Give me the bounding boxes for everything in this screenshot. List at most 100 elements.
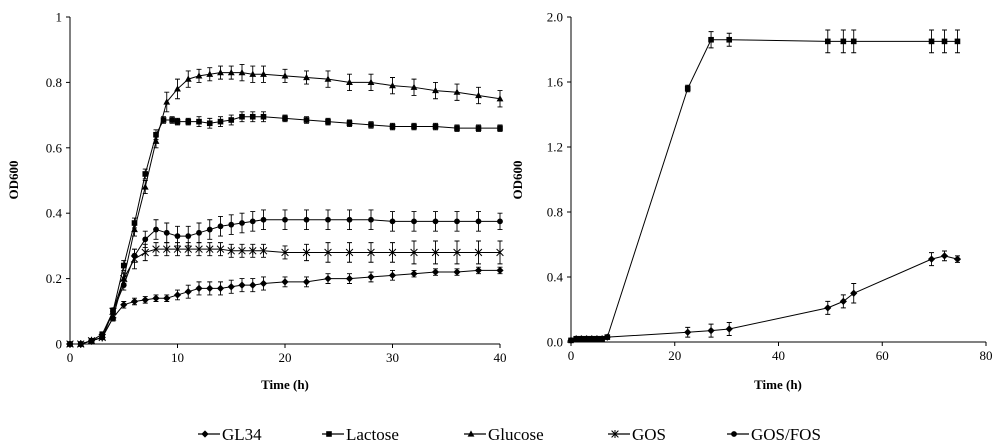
left-point-gos — [345, 248, 354, 257]
left-point-lactose — [432, 123, 439, 130]
left-series-line-gos-fos — [70, 219, 500, 345]
left-point-lactose — [174, 118, 181, 125]
right-point-gl34 — [940, 252, 949, 260]
left-point-glucose — [346, 78, 353, 85]
left-point-lactose — [239, 113, 245, 120]
left-point-gl34 — [173, 291, 182, 299]
left-y-tick-label: 1 — [56, 10, 63, 25]
left-point-gl34 — [163, 294, 171, 302]
left-point-gos — [496, 248, 504, 257]
left-point-glucose — [281, 72, 289, 79]
left-point-gos — [453, 248, 461, 257]
left-point-gl34 — [216, 284, 225, 293]
left-point-lactose — [260, 113, 267, 120]
left-point-gos — [184, 245, 193, 254]
left-x-tick-label: 30 — [386, 350, 399, 365]
legend-item-gl34: GL34 — [198, 425, 262, 444]
right-point-lactose — [941, 38, 948, 45]
right-point-gl34 — [582, 335, 591, 343]
left-point-gos-fos — [325, 216, 331, 223]
left-point-glucose — [303, 73, 310, 81]
left-point-gl34 — [367, 273, 375, 281]
legend-marker-gl34 — [201, 430, 209, 438]
left-point-gos — [205, 245, 214, 254]
right-x-axis-title: Time (h) — [754, 377, 802, 392]
left-y-tick-label: 0.2 — [46, 271, 62, 286]
left-point-gos-fos — [475, 218, 482, 225]
right-y-tick-label: 1.6 — [547, 75, 564, 90]
right-point-gl34 — [824, 304, 832, 312]
left-point-glucose — [206, 70, 214, 77]
legend-item-glucose: Glucose — [464, 425, 544, 444]
left-y-tick-label: 0 — [56, 337, 63, 352]
left-point-gl34 — [453, 268, 461, 276]
left-point-gl34 — [206, 284, 214, 293]
left-point-glucose — [260, 70, 267, 77]
legend-label-gos: GOS — [632, 425, 666, 444]
left-point-gos — [130, 254, 139, 263]
left-point-lactose — [249, 113, 256, 120]
left-y-tick-label: 0.4 — [46, 206, 63, 221]
left-series-gos — [66, 240, 504, 348]
right-point-gl34 — [684, 328, 692, 336]
left-point-gos — [367, 248, 375, 257]
left-point-glucose — [389, 82, 396, 89]
left-point-lactose — [368, 122, 374, 128]
left-point-gos — [388, 248, 397, 257]
right-point-gl34 — [603, 333, 611, 341]
left-x-tick-label: 0 — [67, 350, 74, 365]
left-point-gos-fos — [206, 226, 213, 233]
left-point-gl34 — [238, 281, 246, 289]
right-point-lactose — [928, 38, 935, 45]
left-point-lactose — [217, 118, 224, 125]
left-point-gos — [259, 246, 268, 255]
left-point-lactose — [454, 125, 460, 131]
left-point-gos — [281, 248, 289, 257]
right-point-lactose — [850, 38, 857, 45]
left-y-tick-label: 0.6 — [46, 140, 63, 155]
right-point-gl34 — [953, 255, 962, 263]
left-point-glucose — [174, 85, 181, 92]
left-point-lactose — [411, 123, 417, 130]
right-x-tick-label: 40 — [772, 348, 785, 363]
left-point-gos-fos — [163, 229, 170, 236]
right-point-gl34 — [572, 335, 580, 343]
left-point-gos-fos — [196, 229, 202, 236]
right-x-tick-label: 60 — [876, 348, 889, 363]
left-point-gl34 — [431, 268, 440, 276]
left-point-gos-fos — [368, 216, 374, 223]
right-point-gl34 — [850, 289, 858, 297]
left-chart: OD600 Time (h) 0 0.2 0.4 0.6 0.8 1 0 10 20 30 40 — [6, 10, 507, 393]
right-point-gl34 — [725, 325, 733, 333]
left-point-gl34 — [98, 333, 106, 342]
left-point-gl34 — [249, 281, 257, 289]
left-point-glucose — [249, 70, 257, 77]
legend-label-gos-fos: GOS/FOS — [751, 425, 821, 444]
left-point-gos — [141, 248, 150, 257]
left-point-gl34 — [227, 283, 235, 291]
legend: GL34 Lactose Glucose GOS GOS/FOS — [198, 425, 821, 444]
left-point-lactose — [160, 117, 167, 123]
right-series-gl34 — [567, 250, 962, 344]
left-point-gos-fos — [249, 218, 256, 225]
legend-marker-gos-fos — [731, 431, 737, 437]
left-y-tick-label: 0.8 — [46, 75, 62, 90]
left-point-gos-fos — [217, 223, 224, 230]
left-point-gl34 — [324, 275, 332, 283]
legend-item-gos: GOS — [608, 425, 666, 444]
right-x-tick-label: 20 — [668, 348, 681, 363]
left-point-gl34 — [388, 271, 397, 279]
left-point-gl34 — [184, 288, 192, 296]
left-point-gos-fos — [497, 218, 503, 225]
left-x-tick-label: 10 — [171, 350, 184, 365]
right-x-tick-label: 80 — [980, 348, 993, 363]
left-point-gos — [238, 246, 246, 255]
left-y-axis-title: OD600 — [6, 161, 21, 200]
left-point-lactose — [497, 125, 503, 131]
left-point-gos-fos — [454, 218, 460, 225]
left-point-gl34 — [496, 266, 504, 275]
left-point-gos-fos — [411, 218, 417, 225]
left-point-lactose — [475, 125, 482, 131]
right-point-gl34 — [577, 335, 585, 343]
